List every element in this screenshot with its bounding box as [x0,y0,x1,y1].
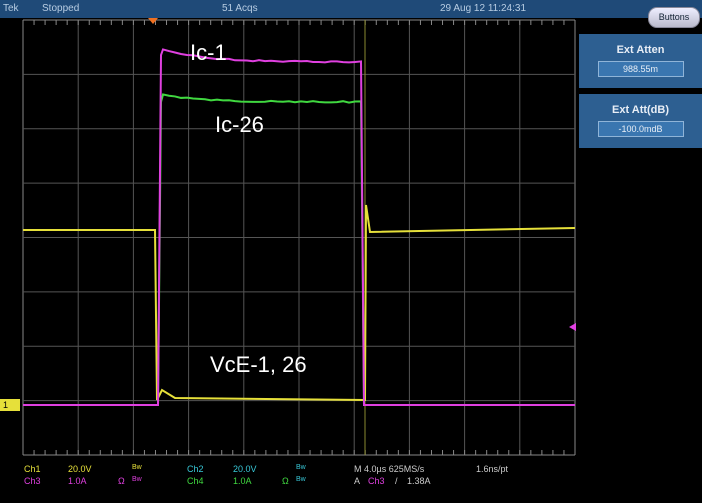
trigger-slope: / [395,476,398,486]
ext-atten-panel[interactable]: Ext Atten 988.55m [579,34,702,88]
trigger-level-marker [569,323,576,331]
ic1-label: Ic-1 [190,40,227,66]
ch4-name[interactable]: Ch4 [187,476,204,486]
side-menu: Ext Atten 988.55m Ext Att(dB) -100.0mdB [577,34,702,148]
ext-atten-value[interactable]: 988.55m [598,61,684,77]
ch2-bw: Bw [296,464,306,471]
datetime: 29 Aug 12 11:24:31 [440,3,526,14]
status-bar: Tek Stopped 51 Acqs 29 Aug 12 11:24:31 [0,0,702,18]
ch3-ohm: Ω [118,476,125,486]
graticule [23,20,575,455]
timebase[interactable]: M 4.0µs 625MS/s [354,464,424,474]
ext-att-db-value[interactable]: -100.0mdB [598,121,684,137]
resolution: 1.6ns/pt [476,464,508,474]
trigger-level[interactable]: 1.38A [407,476,431,486]
trigger-position-marker [148,18,158,24]
ch2-name[interactable]: Ch2 [187,464,204,474]
ext-att-db-title: Ext Att(dB) [579,104,702,116]
buttons-button[interactable]: Buttons [648,7,700,28]
acq-count: 51 Acqs [222,3,258,14]
ch2-scale: 20.0V [233,464,257,474]
trigger-source[interactable]: Ch3 [368,476,385,486]
waveform-display [0,18,577,462]
ch4-bw: Bw [296,476,306,483]
ext-atten-title: Ext Atten [579,44,702,56]
ext-att-db-panel[interactable]: Ext Att(dB) -100.0mdB [579,94,702,148]
acq-status: Stopped [42,3,79,14]
ch3-scale: 1.0A [68,476,87,486]
ic26-label: Ic-26 [215,112,264,138]
ch1-bw: Bw [132,464,142,471]
channel-readout: Ch1 20.0V Bw Ch2 20.0V Bw Ch3 1.0A Ω Bw … [0,462,702,502]
ch4-scale: 1.0A [233,476,252,486]
ch3-name[interactable]: Ch3 [24,476,41,486]
ch1-ground-marker: 1 [0,399,20,411]
ch4-ohm: Ω [282,476,289,486]
ch1-name[interactable]: Ch1 [24,464,41,474]
brand: Tek [3,3,19,14]
ch3-bw: Bw [132,476,142,483]
ch1-scale: 20.0V [68,464,92,474]
vce-label: VcE-1, 26 [210,352,307,378]
trigger-prefix: A [354,476,360,486]
